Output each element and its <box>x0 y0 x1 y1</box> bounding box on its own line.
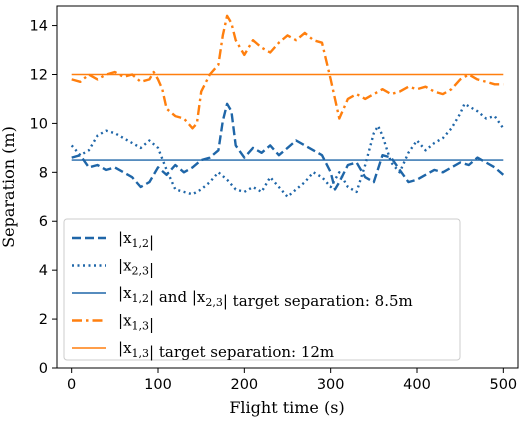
series-line-1 <box>71 102 505 191</box>
plot-frame <box>56 5 519 369</box>
y-tick-label: 2 <box>39 312 48 328</box>
series-layer <box>70 14 505 199</box>
x-tick-label: 500 <box>489 377 517 393</box>
y-axis-label: Separation (m) <box>0 126 18 248</box>
y-tick-label: 0 <box>39 361 48 377</box>
y-tick-label: 10 <box>30 116 48 132</box>
y-tick-label: 4 <box>39 263 48 279</box>
y-tick-label: 14 <box>30 19 48 35</box>
legend-label-5: |x1,3| target separation: 12m <box>118 339 334 361</box>
x-tick-label: 400 <box>403 377 431 393</box>
legend-label-4: |x1,3| <box>118 312 154 334</box>
legend-label-1: |x1,2| <box>118 229 154 251</box>
y-tick-label: 8 <box>39 165 48 181</box>
legend-label-3: |x1,2| and |x2,3| target separation: 8.5… <box>118 284 413 310</box>
x-tick-label: 100 <box>144 377 172 393</box>
legend: |x1,2| |x2,3| |x1,2| and |x2,3| target sep… <box>63 218 461 361</box>
legend-label-2: |x2,3| <box>118 257 154 279</box>
y-axis-ticks: 0 2 4 6 8 10 12 14 <box>30 19 57 377</box>
x-tick-label: 300 <box>317 377 345 393</box>
series-line-4 <box>71 14 504 130</box>
y-tick-label: 6 <box>39 214 48 230</box>
x-tick-label: 0 <box>67 377 76 393</box>
y-tick-label: 12 <box>30 67 48 83</box>
legend-box <box>63 218 461 361</box>
x-axis-ticks: 0 100 200 300 400 500 <box>67 368 517 393</box>
x-axis-label: Flight time (s) <box>229 398 344 417</box>
x-tick-label: 200 <box>230 377 258 393</box>
